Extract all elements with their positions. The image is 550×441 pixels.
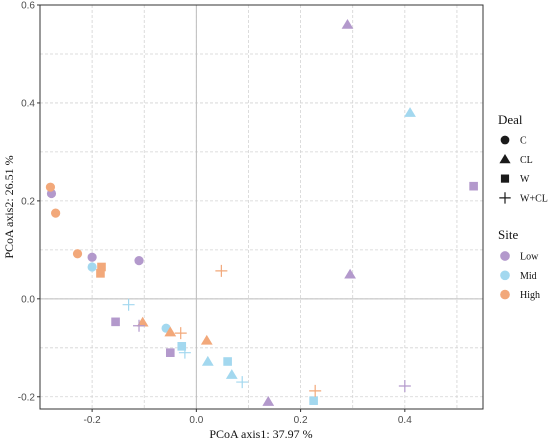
data-point-3 bbox=[87, 262, 97, 272]
data-point-13 bbox=[225, 369, 238, 379]
data-point-25 bbox=[133, 319, 146, 332]
legend-key-low bbox=[500, 251, 510, 261]
y-tick-label-1: 0.0 bbox=[21, 294, 35, 305]
legend-title-deal: Deal bbox=[498, 112, 523, 127]
y-axis-ticks: -0.2 0.0 0.2 0.4 0.6 bbox=[18, 1, 40, 403]
legend-label-low: Low bbox=[520, 252, 539, 263]
data-point-2 bbox=[134, 256, 144, 266]
plot-border bbox=[39, 4, 484, 410]
x-axis-ticks: -0.2 0.0 0.2 0.4 bbox=[84, 409, 412, 426]
y-tick-label-0: -0.2 bbox=[18, 392, 36, 403]
legend-key-w bbox=[500, 174, 510, 183]
data-point-23 bbox=[97, 262, 106, 272]
data-point-7 bbox=[72, 249, 83, 259]
reference-lines bbox=[40, 5, 483, 409]
data-point-22 bbox=[309, 396, 318, 405]
data-point-29 bbox=[236, 376, 249, 389]
data-point-14 bbox=[136, 316, 149, 327]
data-point-8 bbox=[341, 18, 354, 29]
x-tick-label-0: -0.2 bbox=[84, 415, 102, 426]
y-tick-label-4: 0.6 bbox=[21, 1, 35, 12]
data-point-20 bbox=[177, 342, 187, 351]
data-point-16 bbox=[200, 334, 213, 345]
legend-key-cl bbox=[499, 153, 511, 164]
data-point-27 bbox=[122, 298, 135, 311]
data-point-18 bbox=[111, 317, 120, 327]
y-tick-label-3: 0.4 bbox=[21, 98, 35, 109]
data-point-17 bbox=[469, 181, 478, 191]
y-axis-title: PCoA axis2: 26.51 % bbox=[2, 155, 16, 258]
data-point-9 bbox=[344, 268, 356, 279]
x-tick-label-3: 0.4 bbox=[398, 415, 412, 426]
data-point-21 bbox=[223, 357, 232, 366]
legend-key-c bbox=[500, 135, 510, 145]
legend-key-high bbox=[500, 289, 510, 300]
data-point-5 bbox=[45, 182, 56, 192]
data-point-12 bbox=[201, 355, 214, 366]
legend-label-w: W bbox=[520, 174, 530, 185]
data-point-31 bbox=[174, 327, 187, 340]
data-point-1 bbox=[87, 252, 97, 262]
data-point-6 bbox=[51, 208, 61, 218]
y-tick-label-2: 0.2 bbox=[21, 196, 35, 207]
x-tick-label-1: 0.0 bbox=[189, 415, 203, 426]
data-point-32 bbox=[309, 384, 322, 397]
data-point-28 bbox=[178, 346, 191, 359]
data-point-26 bbox=[398, 379, 411, 392]
data-point-11 bbox=[404, 107, 416, 117]
legend-key-mid bbox=[500, 270, 510, 281]
legend-label-mid: Mid bbox=[520, 271, 537, 282]
legend-label-w-cl: W+CL bbox=[520, 193, 548, 204]
data-points bbox=[45, 18, 478, 406]
data-point-10 bbox=[262, 396, 275, 406]
legend-key-w-cl bbox=[499, 192, 511, 204]
x-tick-label-2: 0.2 bbox=[294, 415, 308, 426]
legend-label-high: High bbox=[520, 290, 540, 301]
legend-label-cl: CL bbox=[520, 155, 533, 166]
data-point-24 bbox=[96, 269, 105, 278]
data-point-30 bbox=[215, 264, 228, 277]
legend-label-c: C bbox=[520, 136, 527, 147]
plot-background bbox=[40, 5, 483, 409]
data-point-15 bbox=[164, 326, 177, 337]
legend-title-site: Site bbox=[498, 227, 518, 242]
x-axis-title: PCoA axis1: 37.97 % bbox=[209, 427, 312, 441]
data-point-19 bbox=[165, 348, 175, 357]
